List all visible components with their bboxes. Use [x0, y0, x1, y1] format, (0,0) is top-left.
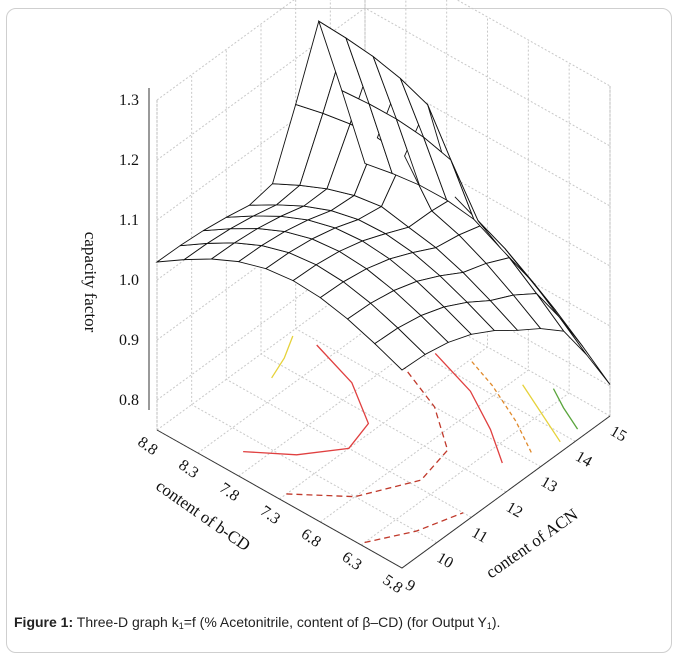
- y-tick-label: 8.8: [135, 434, 161, 459]
- contour-line: [364, 512, 464, 544]
- caption-y-sub: 1: [486, 621, 492, 631]
- x-axis-label: content of ACN: [482, 505, 581, 582]
- surface-mesh: [155, 20, 611, 385]
- contour-line: [434, 353, 503, 464]
- floor-front-edges: [156, 415, 611, 569]
- z-tick-label: 0.9: [119, 332, 139, 349]
- contour-line: [271, 335, 294, 379]
- x-tick-label: 9: [403, 577, 418, 596]
- y-tick-label: 6.8: [298, 526, 324, 551]
- caption-text-a: Three-D graph k: [73, 614, 179, 630]
- z-tick-label: 1.1: [119, 212, 139, 229]
- y-grid-line: [320, 40, 529, 523]
- y-tick-label: 7.3: [257, 503, 283, 528]
- x-tick-label: 12: [503, 499, 525, 522]
- floor-contours: [243, 335, 579, 544]
- x-tick-label: 10: [434, 549, 456, 572]
- caption-label: Figure 1:: [14, 614, 74, 630]
- surface-cell: [559, 317, 611, 385]
- y-grid-line: [360, 63, 570, 546]
- y-tick-label: 6.3: [339, 549, 365, 574]
- x-tick-label: 15: [607, 423, 629, 446]
- caption-text-c: ).: [491, 614, 501, 630]
- figure-caption: Figure 1: Three-D graph k1=f (% Acetonit…: [14, 614, 664, 638]
- x-grid-line: [191, 74, 437, 544]
- y-tick-label: 7.8: [216, 480, 242, 505]
- z-tick-label: 1.2: [119, 152, 139, 169]
- z-tick-label: 0.8: [119, 392, 139, 409]
- y-tick-label: 5.8: [380, 572, 406, 597]
- z-axis-label: capacity factor: [81, 232, 100, 333]
- x-tick-label: 14: [572, 448, 594, 471]
- x-tick-label: 13: [538, 473, 560, 496]
- contour-line: [522, 384, 561, 443]
- contour-line: [469, 359, 532, 453]
- caption-k-sub: 1: [178, 621, 184, 631]
- y-tick-label: 8.3: [175, 457, 201, 482]
- caption-text-b: =f (% Acetonitrile, content of β–CD) (fo…: [183, 614, 487, 630]
- z-tick-label: 1.0: [119, 272, 139, 289]
- z-tick-label: 1.3: [119, 92, 139, 109]
- x-tick-label: 11: [469, 524, 491, 546]
- contour-line: [286, 359, 449, 498]
- z-grid-line: [156, 7, 611, 161]
- contour-line: [243, 344, 370, 456]
- contour-line: [552, 388, 579, 430]
- z-grid-line: [156, 0, 611, 101]
